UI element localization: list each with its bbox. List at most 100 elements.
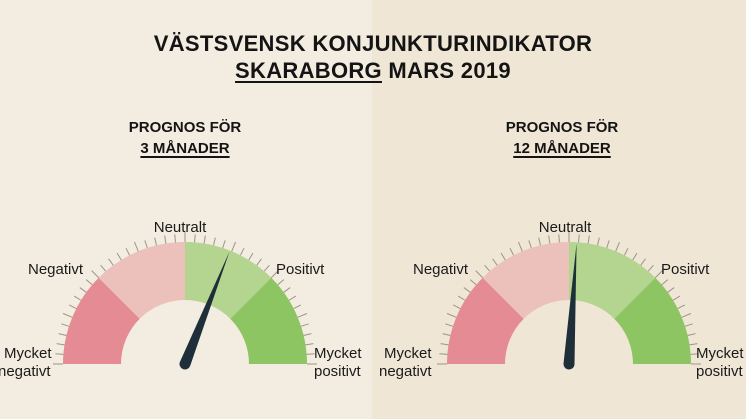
scale-tick xyxy=(231,241,236,252)
scale-tick xyxy=(68,304,77,310)
scale-tick xyxy=(596,237,600,246)
scale-tick xyxy=(300,323,309,327)
scale-tick xyxy=(500,252,506,261)
scale-tick xyxy=(73,295,82,301)
scale-tick xyxy=(56,343,65,346)
gauge-needle xyxy=(563,243,577,370)
positive-segment xyxy=(569,242,656,319)
negative-segment xyxy=(482,242,569,319)
scale-tick xyxy=(277,279,285,286)
scale-tick xyxy=(446,313,457,318)
very-negative-segment xyxy=(63,277,140,364)
scale-tick xyxy=(469,279,477,286)
scale-tick xyxy=(248,252,254,261)
scale-tick xyxy=(100,264,107,272)
scale-tick xyxy=(154,237,158,246)
very-positive-segment xyxy=(614,277,691,364)
scale-tick xyxy=(548,235,551,244)
scale-tick xyxy=(442,333,451,337)
title-line: VÄSTSVENSK KONJUNKTURINDIKATOR xyxy=(153,31,593,56)
scale-tick xyxy=(270,270,279,279)
gauge-2-label-very-negative-1: Mycket xyxy=(384,345,432,362)
scale-tick xyxy=(85,279,93,286)
scale-tick xyxy=(518,241,523,252)
gauge-2-label-negative: Negativt xyxy=(413,261,469,278)
scale-tick xyxy=(672,295,681,301)
gauge-2-label-very-negative-2: negativt xyxy=(379,363,432,380)
scale-tick xyxy=(283,287,291,293)
very-negative-segment xyxy=(447,277,524,364)
positive-segment xyxy=(185,242,272,319)
scale-tick xyxy=(475,270,484,279)
scale-tick xyxy=(256,258,262,266)
scale-tick xyxy=(623,247,629,256)
scale-tick xyxy=(58,333,67,337)
gauge-2-title-line1: PROGNOS FÖR xyxy=(505,119,619,136)
gauge-12-months xyxy=(437,232,701,370)
scale-tick xyxy=(305,343,314,346)
scale-tick xyxy=(661,279,669,286)
scale-tick xyxy=(606,240,610,249)
scale-tick xyxy=(681,313,692,318)
scale-tick xyxy=(293,304,302,310)
scale-tick xyxy=(684,323,693,327)
scale-tick xyxy=(484,264,491,272)
scale-tick xyxy=(164,235,167,244)
scale-tick xyxy=(689,343,698,346)
gauge-1-title: PROGNOS FÖR 3 MÅNADER xyxy=(65,117,305,159)
gauge-3-months xyxy=(53,232,317,370)
scale-tick xyxy=(492,258,498,266)
scale-tick xyxy=(647,264,654,272)
scale-tick xyxy=(445,323,454,327)
scale-tick xyxy=(654,270,663,279)
page-title: VÄSTSVENSK KONJUNKTURINDIKATOR SKARABORG… xyxy=(0,30,746,84)
negative-segment xyxy=(98,242,185,319)
gauge-1-title-line2: 3 MÅNADER xyxy=(140,140,230,157)
scale-tick xyxy=(144,240,148,249)
scale-tick xyxy=(125,247,131,256)
scale-tick xyxy=(578,234,580,243)
period-label: MARS 2019 xyxy=(388,58,511,83)
gauge-1-label-very-negative-1: Mycket xyxy=(4,345,52,362)
gauge-2-label-very-positive-1: Mycket xyxy=(696,345,744,362)
scale-tick xyxy=(640,258,646,266)
scale-tick xyxy=(91,270,100,279)
scale-tick xyxy=(677,304,686,310)
gauge-2-label-very-positive-2: positivt xyxy=(696,363,744,380)
scale-tick xyxy=(194,234,196,243)
scale-tick xyxy=(303,333,312,337)
scale-tick xyxy=(222,240,226,249)
scale-tick xyxy=(61,323,70,327)
scale-tick xyxy=(62,313,73,318)
gauge-1-label-negative: Negativt xyxy=(28,261,84,278)
scale-tick xyxy=(55,353,64,355)
scale-tick xyxy=(558,234,560,243)
region-name: SKARABORG xyxy=(235,58,382,83)
scale-tick xyxy=(440,343,449,346)
scale-tick xyxy=(203,235,206,244)
gauge-2-title-line2: 12 MÅNADER xyxy=(513,140,611,157)
scale-tick xyxy=(587,235,590,244)
scale-tick xyxy=(690,353,699,355)
gauge-2-title: PROGNOS FÖR 12 MÅNADER xyxy=(442,117,682,159)
gauge-2-label-positive: Positivt xyxy=(661,261,710,278)
subtitle-line: SKARABORG MARS 2019 xyxy=(0,57,746,84)
gauge-1-label-neutral: Neutralt xyxy=(154,219,207,236)
scale-tick xyxy=(687,333,696,337)
scale-tick xyxy=(615,241,620,252)
gauge-needle xyxy=(179,251,230,370)
scale-tick xyxy=(463,287,471,293)
scale-tick xyxy=(174,234,176,243)
scale-tick xyxy=(528,240,532,249)
scale-tick xyxy=(134,241,139,252)
gauge-2-label-neutral: Neutralt xyxy=(539,219,592,236)
scale-tick xyxy=(297,313,308,318)
gauge-1-title-line1: PROGNOS FÖR xyxy=(128,119,242,136)
scale-tick xyxy=(632,252,638,261)
very-positive-segment xyxy=(230,277,307,364)
scale-tick xyxy=(439,353,448,355)
scale-tick xyxy=(239,247,245,256)
scale-tick xyxy=(452,304,461,310)
scale-tick xyxy=(538,237,542,246)
